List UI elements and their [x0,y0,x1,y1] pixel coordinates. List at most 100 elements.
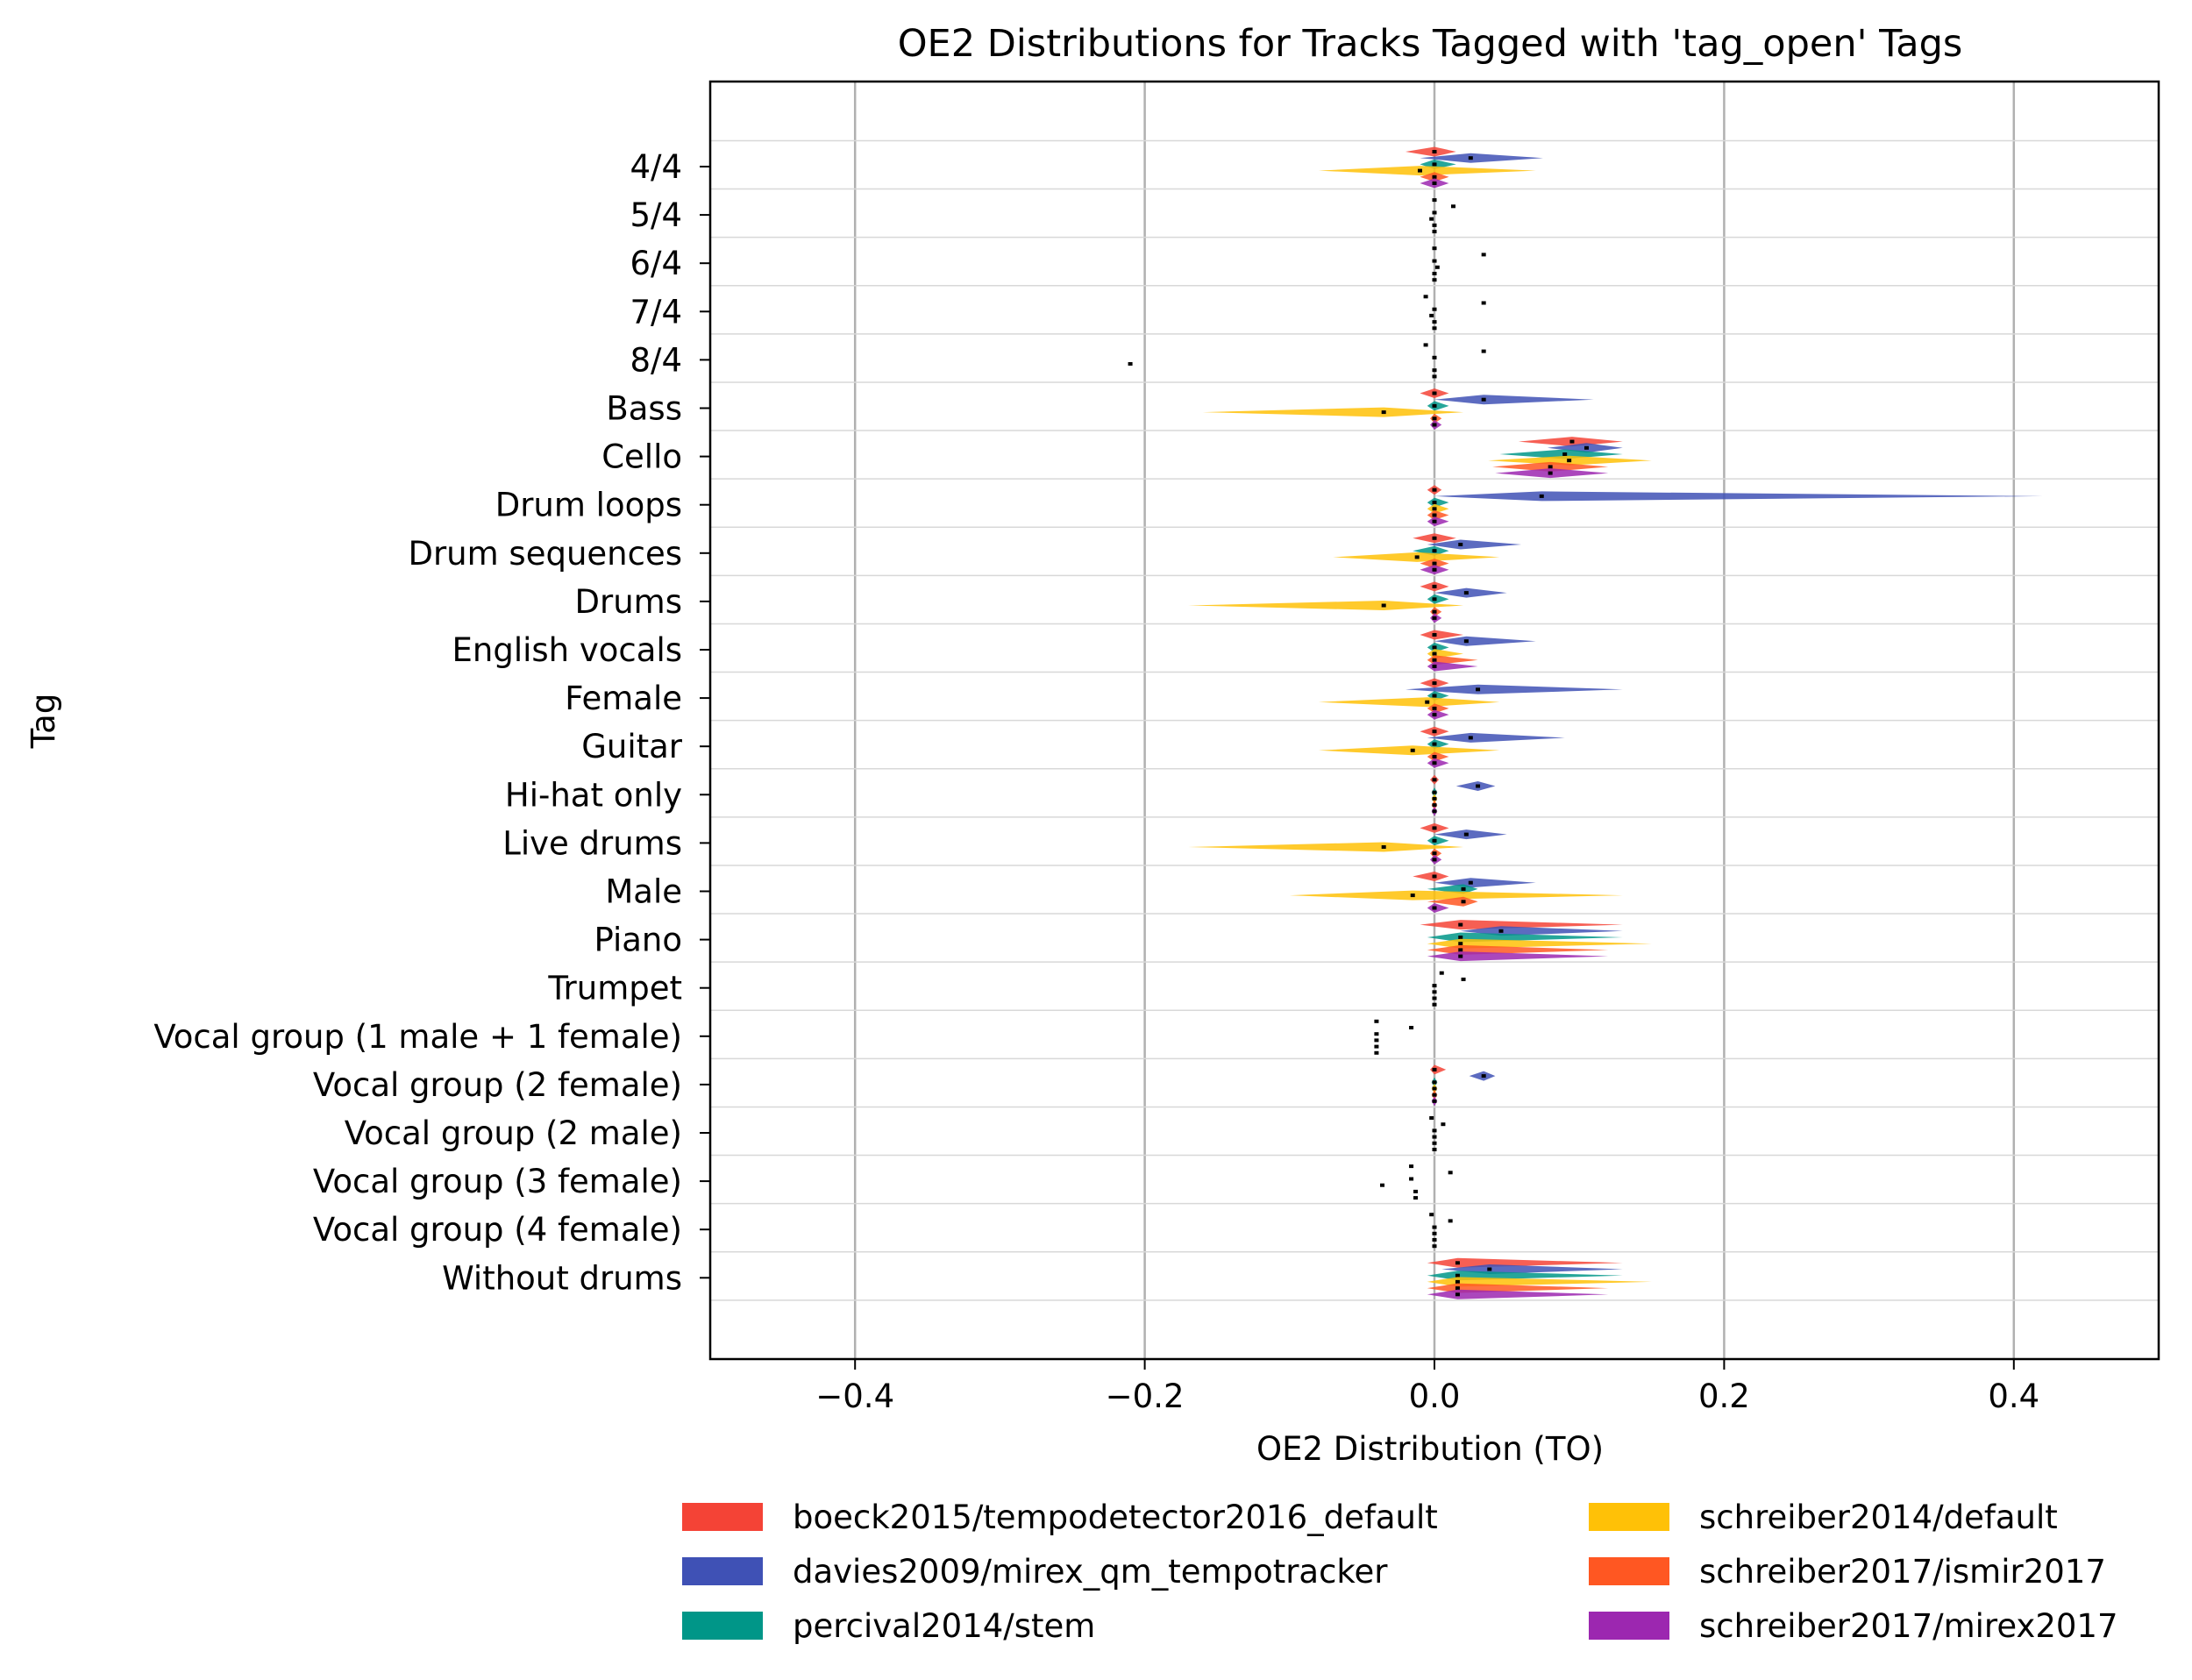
legend-label: percival2014/stem [793,1606,1096,1645]
y-tick-label: Hi-hat only [505,776,682,814]
median-mark [1461,977,1466,981]
median-mark [1432,809,1437,814]
median-mark [1432,488,1437,492]
y-tick-label: Vocal group (3 female) [313,1163,682,1200]
violin-body [1318,166,1536,176]
median-mark [1476,687,1481,692]
median-mark [1432,984,1437,988]
median-mark [1432,1002,1437,1007]
violin-body [1427,497,1449,508]
category-group: Vocal group (4 female) [313,1211,1453,1249]
median-mark [1432,838,1437,843]
legend-label: boeck2015/tempodetector2016_default [793,1498,1438,1536]
violin-body [1427,1289,1609,1299]
median-mark [1429,313,1434,317]
median-mark [1432,391,1437,395]
median-mark [1432,796,1437,801]
median-mark [1432,658,1437,662]
y-axis-label: Tag [25,694,62,750]
median-mark [1461,886,1466,891]
x-tick-label: 0.4 [1988,1377,2039,1415]
x-tick-label: −0.2 [1106,1377,1185,1415]
y-tick-label: English vocals [452,631,682,669]
median-mark [1429,217,1434,221]
median-mark [1487,1267,1492,1271]
category-group: 5/4 [630,196,1455,234]
median-mark [1432,1244,1437,1249]
median-mark [1468,736,1473,740]
median-mark [1432,742,1437,746]
median-mark [1374,1038,1379,1043]
violin-body [1427,951,1609,962]
median-mark [1432,858,1437,862]
violin-body [1427,739,1449,750]
median-mark [1432,182,1437,185]
median-mark [1432,633,1437,637]
violin-body [1427,510,1449,520]
violin-body [1434,636,1536,646]
violin-body [1427,642,1449,652]
median-mark [1432,645,1437,650]
median-mark [1374,1050,1379,1055]
violin-body [1405,684,1623,694]
category-group: Piano [594,920,1652,962]
median-mark [1432,259,1437,263]
violin-body [1434,395,1594,405]
violin-body [1427,836,1449,846]
legend-item: boeck2015/tempodetector2016_default [682,1498,1438,1536]
median-mark [1432,1225,1437,1229]
category-group: Trumpet [547,970,1466,1007]
median-mark [1567,459,1572,463]
category-group: Female [565,678,1623,720]
median-mark [1423,343,1428,347]
median-mark [1432,1141,1437,1145]
violin-body [1427,503,1449,514]
median-mark [1432,519,1437,523]
violin-body [1434,829,1507,840]
legend-swatch [1589,1612,1669,1640]
category-group: Live drums [502,822,1507,865]
median-mark [1432,403,1437,408]
median-mark [1432,355,1437,359]
violin-body [1427,516,1449,527]
median-mark [1432,513,1437,517]
median-mark [1414,555,1420,559]
violin-body [1420,153,1543,163]
legend-swatch [1589,1503,1669,1531]
violin-body [1427,751,1449,762]
median-mark [1432,174,1437,179]
median-mark [1432,761,1437,765]
violin-body [1420,630,1464,640]
median-mark [1498,929,1504,933]
median-mark [1463,591,1469,595]
median-mark [1432,616,1437,620]
category-group: Vocal group (2 female) [313,1064,1496,1107]
median-mark [1432,713,1437,717]
median-mark [1584,445,1589,450]
median-mark [1381,603,1386,608]
median-mark [1434,265,1440,269]
median-mark [1432,874,1437,879]
violin-body [1460,926,1623,936]
median-mark [1432,730,1437,734]
legend: boeck2015/tempodetector2016_default davie… [675,1498,2183,1666]
x-axis-label: OE2 Distribution (TO) [1256,1430,1604,1468]
median-mark [1455,1292,1460,1297]
median-mark [1562,452,1568,456]
y-tick-label: Live drums [502,824,682,862]
x-tick-label: −0.4 [815,1377,894,1415]
violin-body [1427,539,1522,550]
median-mark [1432,536,1437,540]
category-group: Cello [601,437,1652,479]
median-mark [1432,307,1437,311]
median-mark [1381,410,1386,415]
median-mark [1569,439,1575,444]
y-tick-label: Bass [606,390,682,428]
median-mark [1432,1080,1437,1085]
median-mark [1450,204,1455,209]
median-mark [1463,832,1469,836]
violin-body [1427,703,1449,714]
median-mark [1432,507,1437,511]
median-mark [1481,301,1486,305]
